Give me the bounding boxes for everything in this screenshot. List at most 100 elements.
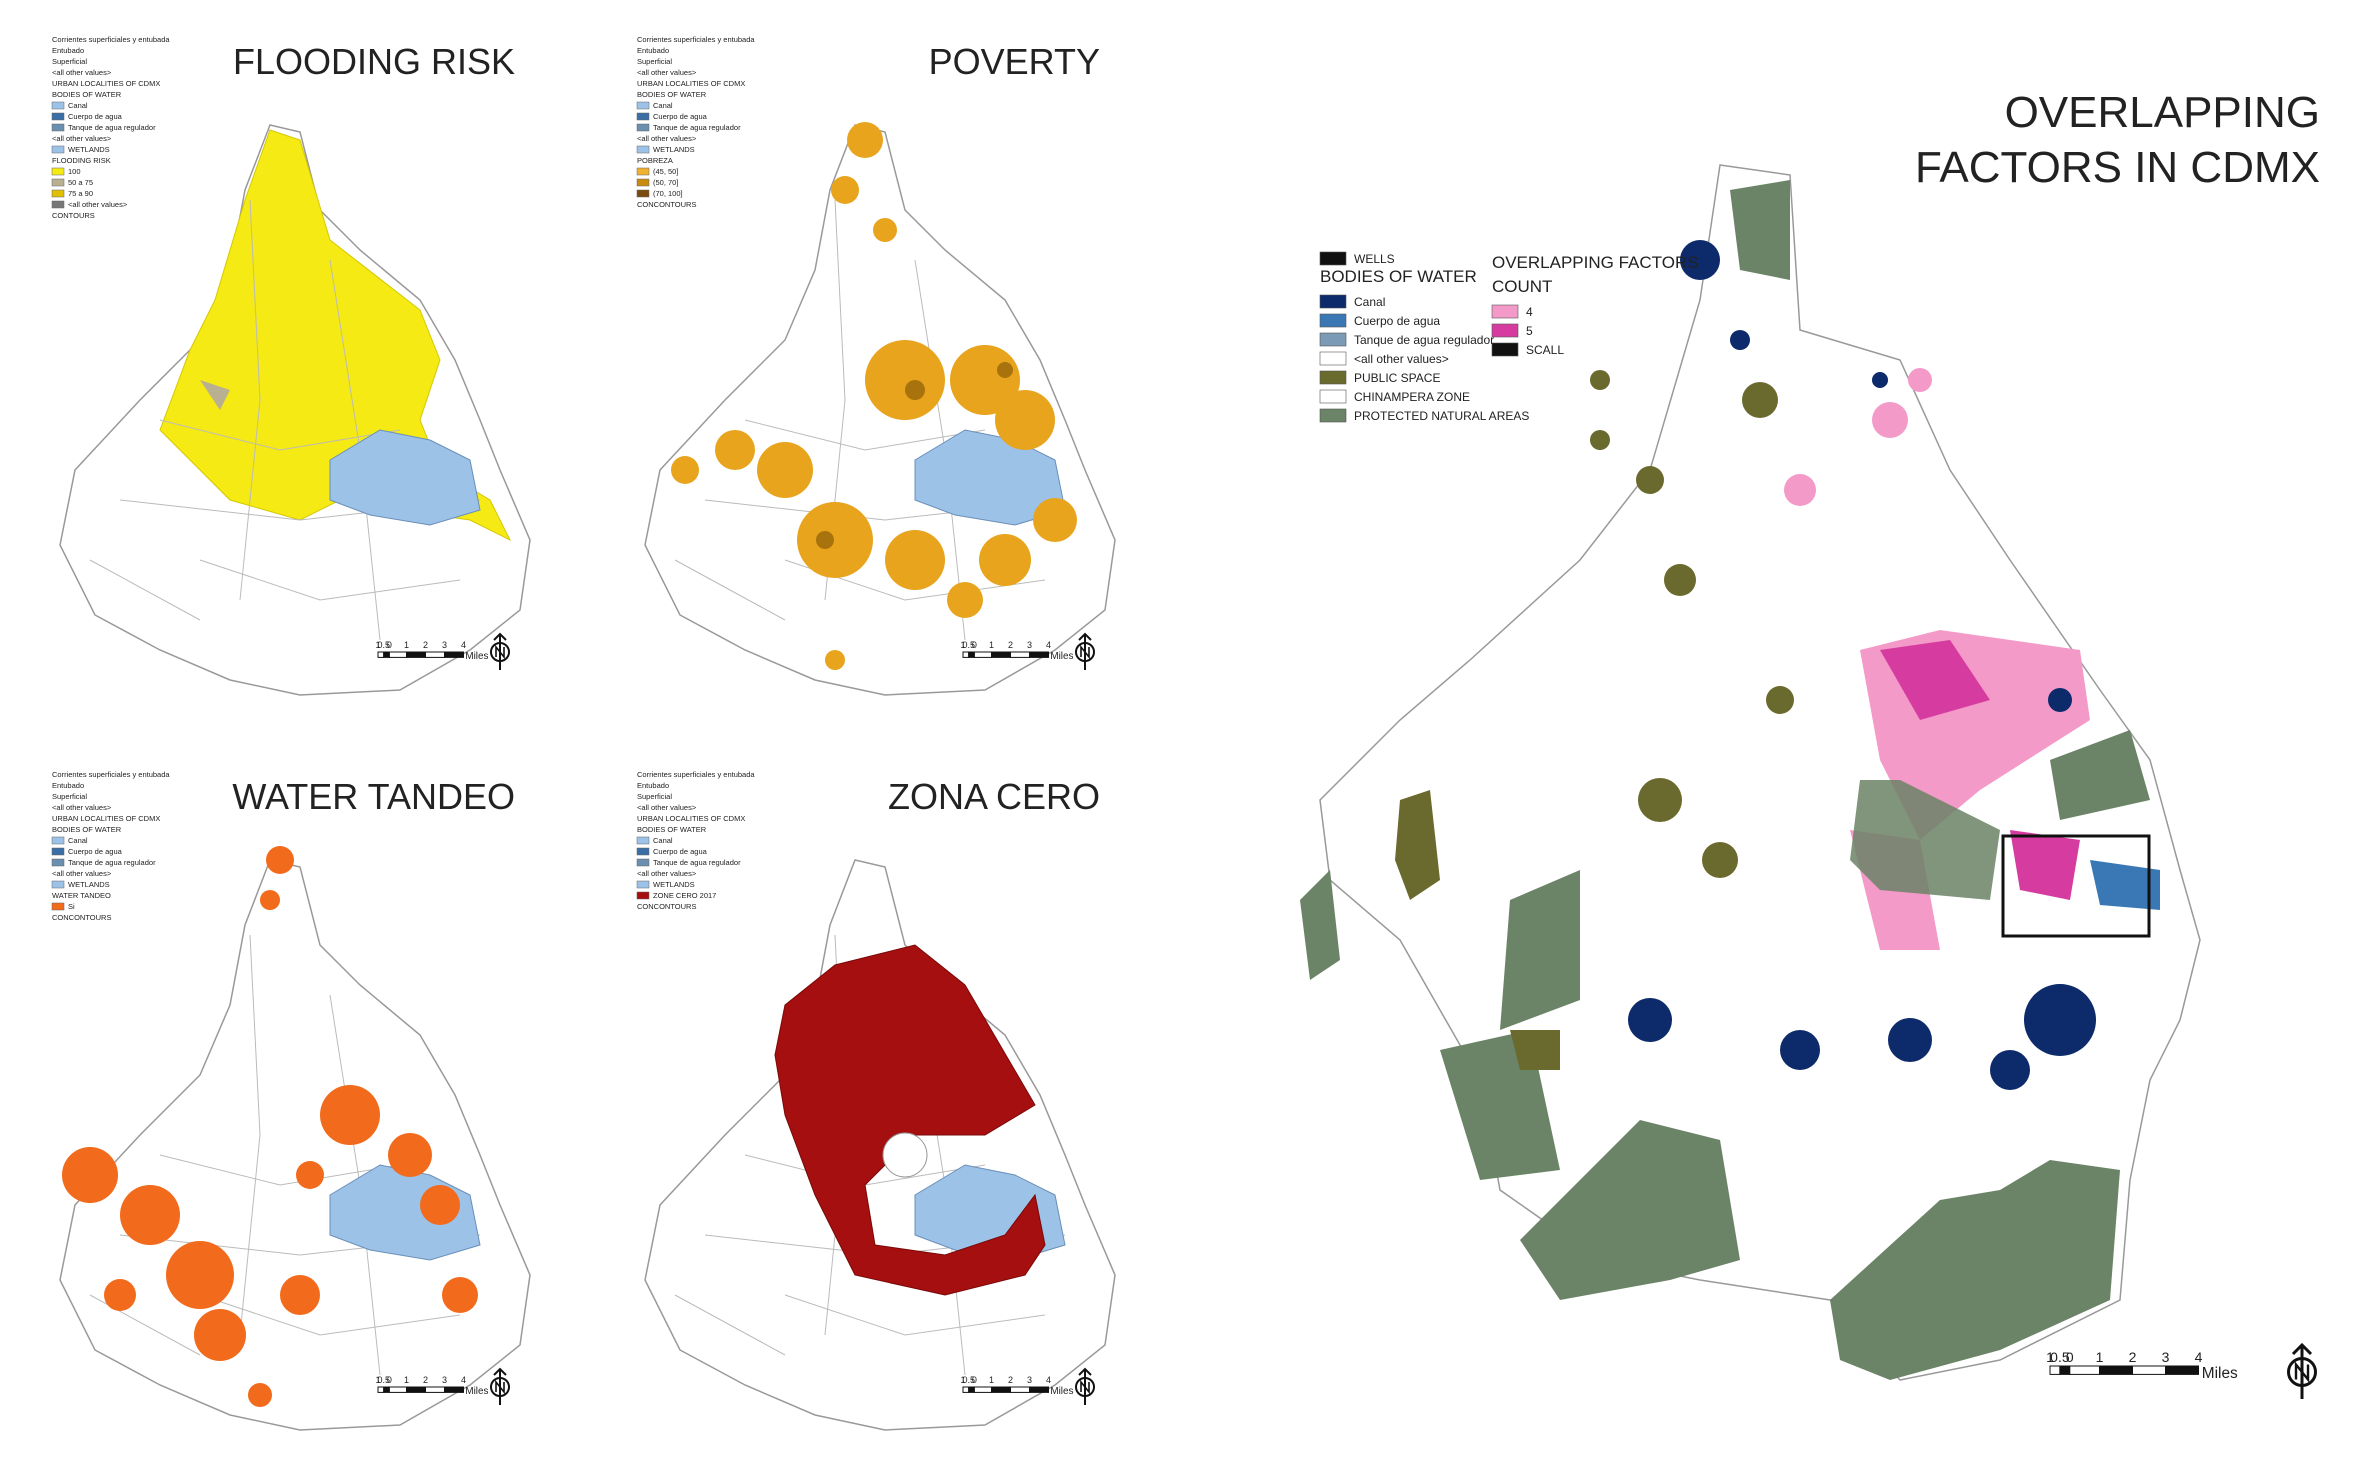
- legend-label: CONTOURS: [52, 211, 95, 220]
- legend-label: <all other values>: [52, 134, 112, 143]
- legend-label: CONCONTOURS: [637, 902, 696, 911]
- north-arrow: [1075, 1368, 1095, 1406]
- legend-label: Entubado: [52, 781, 84, 790]
- map-title: ZONA CERO: [888, 776, 1100, 817]
- legend-label: Canal: [653, 836, 673, 845]
- scale-label: 3: [442, 1375, 447, 1385]
- legend-label: 4: [1526, 305, 1533, 319]
- legend-swatch: [636, 123, 650, 132]
- scale-label: 3: [1027, 1375, 1032, 1385]
- legend-swatch: [51, 880, 65, 889]
- map-title: WATER TANDEO: [232, 776, 515, 817]
- north-arrow: [2287, 1343, 2317, 1401]
- scale-label: 0: [2066, 1349, 2074, 1365]
- scale-segment: [2132, 1365, 2166, 1375]
- scale-segment: [1029, 651, 1049, 658]
- scale-label: 0.5: [2050, 1349, 2070, 1365]
- scale-label: 1: [960, 1375, 965, 1385]
- legend-label: CONCONTOURS: [52, 913, 111, 922]
- legend-swatch: [1319, 251, 1347, 266]
- scale-segment: [406, 651, 426, 658]
- legend-swatch: [1491, 342, 1519, 357]
- legend-label: URBAN LOCALITIES OF CDMX: [52, 814, 160, 823]
- scale-segment: [1029, 1386, 1049, 1393]
- legend-swatch: [636, 145, 650, 154]
- legend-swatch: [1319, 294, 1347, 309]
- legend-label: <all other values>: [52, 803, 112, 812]
- legend-label: <all other values>: [637, 869, 697, 878]
- scale-label: 3: [2162, 1349, 2170, 1365]
- scale-segment: [962, 651, 970, 658]
- main-title: FACTORS IN CDMX: [1915, 143, 2320, 192]
- legend-label: CONCONTOURS: [637, 200, 696, 209]
- legend-swatch: [1319, 408, 1347, 423]
- legend-label: <all other values>: [52, 869, 112, 878]
- scale-label: 0: [972, 1375, 977, 1385]
- scale-segment: [1010, 651, 1030, 658]
- legend-swatch: [636, 178, 650, 187]
- legend-label: URBAN LOCALITIES OF CDMX: [52, 79, 160, 88]
- scale-segment: [377, 1386, 385, 1393]
- scale-segment: [377, 651, 385, 658]
- scale-label: 2: [1008, 640, 1013, 650]
- legend-label: Superficial: [52, 792, 87, 801]
- legend-label: Canal: [1354, 295, 1385, 309]
- scale-label: 3: [442, 640, 447, 650]
- map-title: POVERTY: [929, 41, 1100, 82]
- north-arrow: [490, 1368, 510, 1406]
- legend-swatch: [51, 167, 65, 176]
- legend-swatch: [1319, 332, 1347, 347]
- scale-unit: Miles: [465, 651, 488, 662]
- scale-label: 2: [423, 640, 428, 650]
- legend-label: BODIES OF WATER: [637, 825, 707, 834]
- legend-swatch: [51, 189, 65, 198]
- scale-segment: [991, 1386, 1011, 1393]
- legend-swatch: [1319, 370, 1347, 385]
- legend-label: 50 a 75: [68, 178, 93, 187]
- scale-label: 1: [989, 1375, 994, 1385]
- legend-label: Tanque de agua regulador: [653, 123, 741, 132]
- legend-swatch: [636, 858, 650, 867]
- scale-segment: [968, 1386, 975, 1393]
- scale-segment: [383, 651, 390, 658]
- scale-label: 2: [2129, 1349, 2137, 1365]
- legend-swatch: [51, 847, 65, 856]
- legend-label: (50, 70]: [653, 178, 678, 187]
- legend-label: COUNT: [1492, 277, 1552, 296]
- legend-label: <all other values>: [637, 803, 697, 812]
- legend-label: Entubado: [637, 781, 669, 790]
- scale-label: 2: [423, 1375, 428, 1385]
- map-title: FLOODING RISK: [233, 41, 515, 82]
- legend-label: POBREZA: [637, 156, 673, 165]
- legend-label: <all other values>: [637, 134, 697, 143]
- scale-label: 4: [2195, 1349, 2203, 1365]
- legend-label: Corrientes superficiales y entubada: [52, 35, 170, 44]
- scale-segment: [1010, 1386, 1030, 1393]
- legend-label: 75 a 90: [68, 189, 93, 198]
- legend-label: Superficial: [637, 57, 672, 66]
- scale-segment: [973, 651, 992, 658]
- scale-label: 0: [972, 640, 977, 650]
- legend-swatch: [636, 847, 650, 856]
- legend-label: <all other values>: [68, 200, 128, 209]
- scale-segment: [383, 1386, 390, 1393]
- legend-label: Canal: [68, 101, 88, 110]
- scale-unit: Miles: [1050, 1386, 1073, 1397]
- legend-label: FLOODING RISK: [52, 156, 111, 165]
- scale-label: 3: [1027, 640, 1032, 650]
- scale-label: 1: [404, 1375, 409, 1385]
- legend-swatch: [51, 858, 65, 867]
- legend-swatch: [636, 836, 650, 845]
- legend-label: WELLS: [1354, 252, 1395, 266]
- scale-segment: [388, 1386, 407, 1393]
- legend-label: BODIES OF WATER: [637, 90, 707, 99]
- scale-segment: [444, 651, 464, 658]
- legend-label: Cuerpo de agua: [653, 847, 708, 856]
- legend-swatch: [1319, 389, 1347, 404]
- legend-label: Corrientes superficiales y entubada: [52, 770, 170, 779]
- legend-label: URBAN LOCALITIES OF CDMX: [637, 814, 745, 823]
- scale-segment: [2099, 1365, 2133, 1375]
- scale-segment: [962, 1386, 970, 1393]
- scale-segment: [2049, 1365, 2061, 1375]
